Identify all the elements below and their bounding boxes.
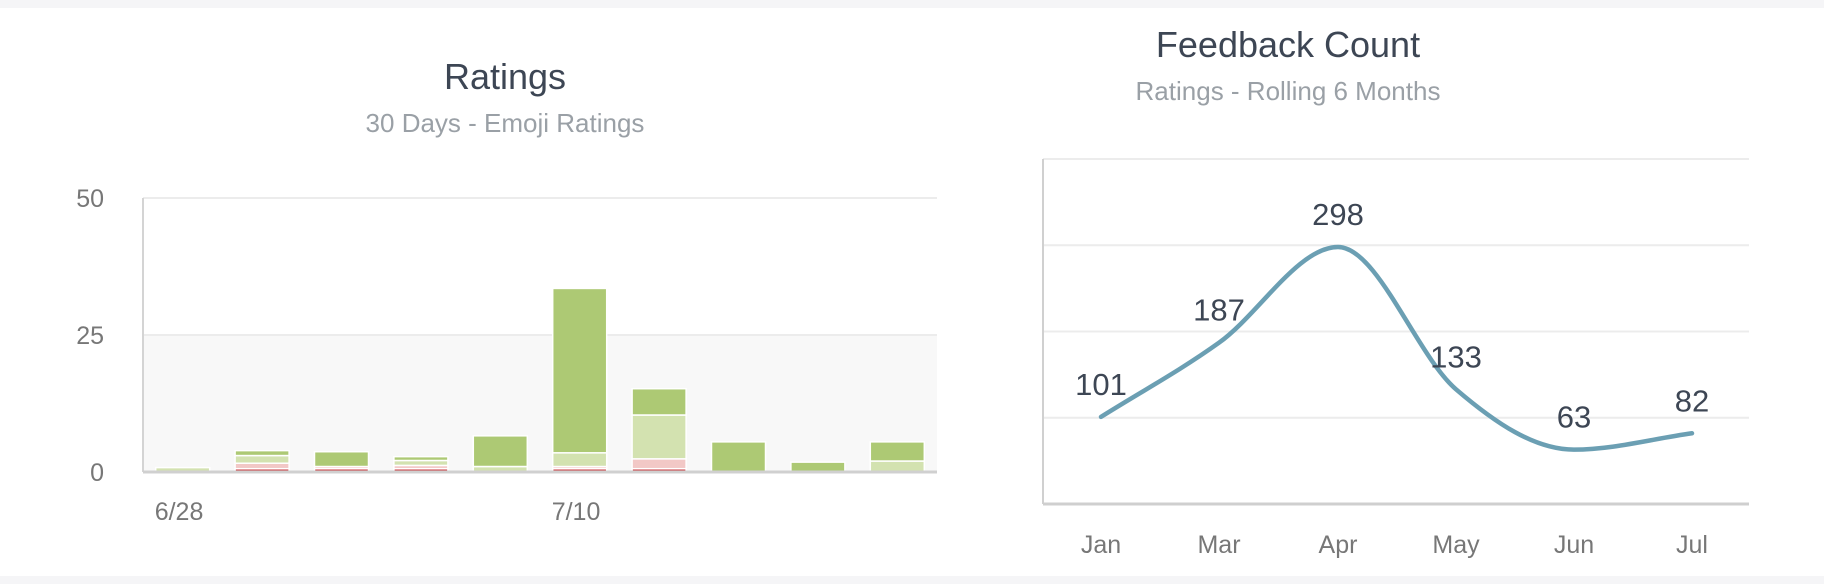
- bar-segment: [631, 414, 687, 460]
- x-tick-label: May: [1432, 531, 1480, 559]
- bar-segment: [551, 452, 608, 468]
- x-tick-label: Jul: [1676, 531, 1708, 559]
- bar-segment: [234, 454, 290, 464]
- feedback-chart-subtitle: Ratings - Rolling 6 Months: [1135, 76, 1441, 106]
- x-tick-label: Jan: [1081, 531, 1121, 559]
- data-label: 82: [1675, 383, 1709, 418]
- bar-segment: [472, 435, 529, 468]
- bar-segment: [710, 441, 767, 473]
- bar-segment: [393, 455, 449, 462]
- ratings-chart-panel: Ratings 30 Days - Emoji Ratings 0 25 50 6/2…: [0, 8, 960, 576]
- bar-segment: [631, 387, 687, 416]
- dashboard-card: Ratings 30 Days - Emoji Ratings 0 25 50 6/2…: [0, 8, 1824, 576]
- bar-segment: [234, 462, 290, 470]
- x-tick-label: Mar: [1197, 531, 1240, 559]
- y-tick-label: 25: [76, 322, 104, 350]
- data-label: 298: [1312, 197, 1364, 232]
- plot-band: [143, 335, 937, 472]
- data-label: 101: [1075, 367, 1127, 402]
- x-tick-label: 6/28: [155, 498, 204, 526]
- bar-segment: [313, 450, 370, 468]
- ratings-chart-subtitle: 30 Days - Emoji Ratings: [365, 108, 645, 138]
- x-tick-label: Jun: [1554, 531, 1594, 559]
- feedback-chart-title: Feedback Count: [1155, 24, 1421, 65]
- series-line: [1098, 244, 1695, 452]
- y-tick-label: 50: [76, 185, 104, 213]
- x-tick-label: Apr: [1319, 531, 1358, 559]
- ratings-chart-title: Ratings: [443, 56, 567, 97]
- bar-segment: [631, 458, 687, 470]
- data-label: 63: [1557, 400, 1591, 435]
- bar-segment: [551, 287, 608, 454]
- data-label: 187: [1193, 293, 1245, 328]
- ratings-chart-plot: 0 25 50 6/28 7/10: [76, 185, 937, 526]
- bar-segment: [869, 441, 926, 462]
- feedback-chart-panel: Feedback Count Ratings - Rolling 6 Month…: [1000, 8, 1824, 576]
- data-label: 133: [1430, 339, 1482, 374]
- bar-segment: [234, 449, 290, 457]
- bar-segment: [869, 460, 926, 473]
- x-tick-label: 7/10: [552, 498, 601, 526]
- y-tick-label: 0: [90, 459, 104, 487]
- feedback-chart-plot: 101 187 298 133 63 82 Jan Mar Apr May Jun Jul: [1042, 158, 1749, 559]
